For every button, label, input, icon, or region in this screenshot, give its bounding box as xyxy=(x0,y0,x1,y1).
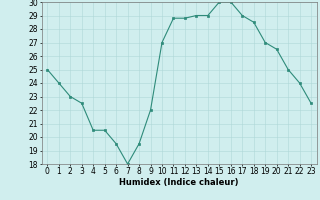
X-axis label: Humidex (Indice chaleur): Humidex (Indice chaleur) xyxy=(119,178,239,187)
